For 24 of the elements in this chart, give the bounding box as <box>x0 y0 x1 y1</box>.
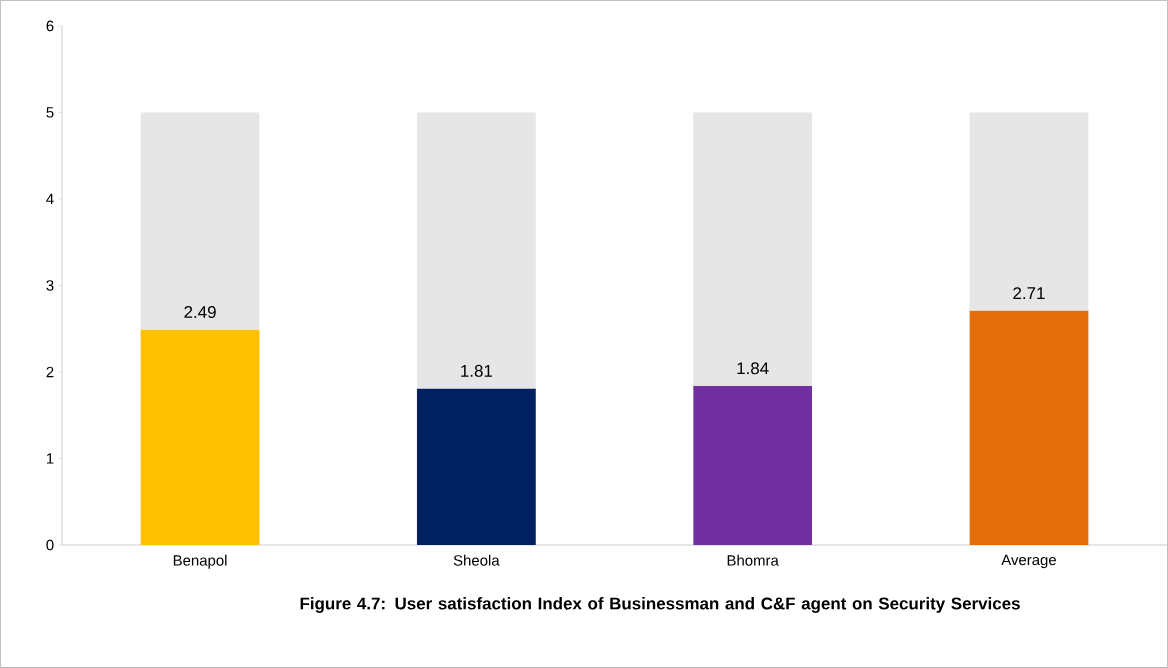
bar <box>693 112 813 386</box>
bar <box>140 329 260 546</box>
data-label: 2.49 <box>184 306 216 319</box>
data-label: 2.71 <box>1013 287 1045 300</box>
x-tick-label: Benapol <box>173 554 227 569</box>
bar <box>693 385 813 546</box>
bar <box>416 112 536 389</box>
y-tick-label: 5 <box>46 107 54 118</box>
bar <box>969 310 1089 546</box>
bar <box>416 388 536 546</box>
x-tick-label: Sheola <box>453 554 500 566</box>
bar <box>140 112 260 330</box>
x-tick-label: Average <box>1001 554 1056 569</box>
y-tick-label: 6 <box>46 20 54 32</box>
data-label: 1.84 <box>737 362 769 375</box>
y-tick-label: 2 <box>46 366 54 378</box>
x-tick-label: Bhomra <box>727 554 779 566</box>
y-tick-label: 1 <box>46 453 54 464</box>
y-tick-label: 4 <box>46 193 54 205</box>
y-tick-label: 0 <box>46 539 54 551</box>
y-tick-label: 3 <box>46 280 54 291</box>
text: Figure 4.7: User satisfaction Index of Businessman and C&F agent on Security Services <box>300 597 1020 613</box>
bar <box>969 112 1089 311</box>
data-label: 1.81 <box>461 364 493 377</box>
